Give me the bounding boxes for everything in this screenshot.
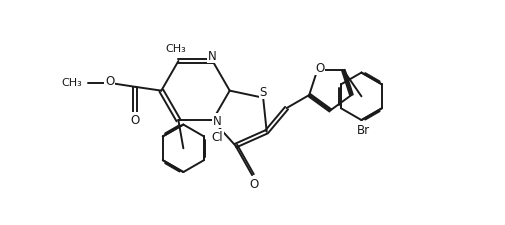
Text: O: O [315,62,324,75]
Text: O: O [105,75,114,88]
Text: CH₃: CH₃ [61,77,82,87]
Text: N: N [208,50,217,63]
Text: CH₃: CH₃ [166,43,186,54]
Text: Br: Br [357,124,370,136]
Text: O: O [250,177,259,190]
Text: N: N [213,114,222,127]
Text: O: O [131,114,140,126]
Text: Cl: Cl [212,130,223,143]
Text: S: S [260,85,267,98]
